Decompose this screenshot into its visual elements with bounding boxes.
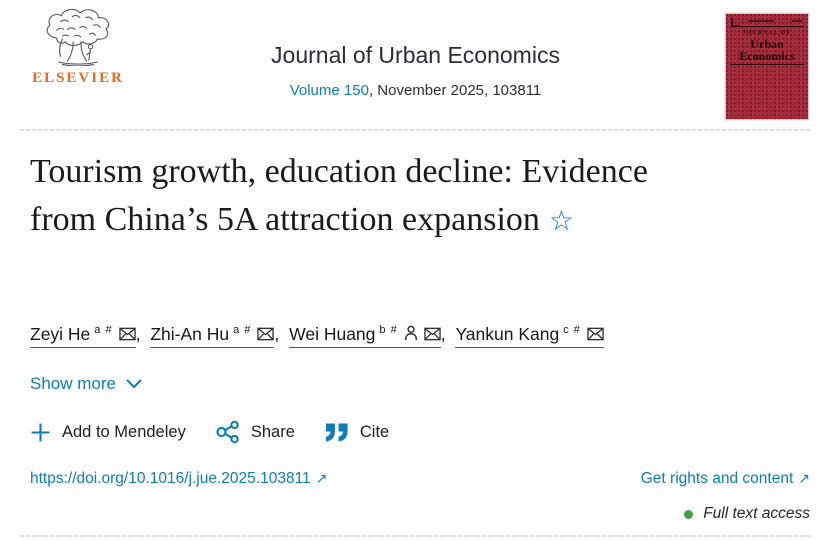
- envelope-icon: [257, 327, 275, 341]
- article-title-text: Tourism growth, education decline: Evide…: [30, 153, 648, 238]
- elsevier-logo[interactable]: ELSEVIER: [26, 8, 130, 87]
- external-link-icon: ↗: [798, 471, 810, 487]
- journal-title-link[interactable]: Journal of Urban Economics: [271, 42, 560, 68]
- cover-title-line1: Urban: [750, 37, 784, 51]
- author-affiliation-sup: a #: [233, 324, 252, 336]
- journal-banner: Journal of Urban Economics Volume 150, N…: [140, 42, 691, 99]
- author-separator: ,: [135, 324, 146, 344]
- rights-row: Get rights and content ↗: [641, 470, 810, 488]
- author-link[interactable]: Zhi-An Hu a #: [150, 324, 275, 348]
- author-affiliation-sup: c #: [563, 324, 581, 336]
- cover-top-text: [748, 20, 774, 22]
- access-status: Full text access: [684, 505, 810, 523]
- author-link[interactable]: Yankun Kang c #: [455, 324, 604, 348]
- author-separator: ,: [440, 324, 451, 344]
- double-quote-icon: [325, 423, 348, 441]
- author-name: Zhi-An Hu: [150, 324, 230, 344]
- author-list: Zeyi He a #, Zhi-An Hu a #, Wei Huang b #, …: [30, 324, 609, 348]
- author-affiliation-sup: a #: [94, 324, 113, 336]
- access-green-dot-icon: [684, 509, 694, 519]
- cover-top-text: [792, 20, 802, 22]
- add-to-mendeley-label: Add to Mendeley: [62, 422, 186, 441]
- cite-label: Cite: [359, 422, 390, 441]
- footer-divider: [20, 535, 812, 537]
- envelope-icon: [118, 327, 136, 341]
- author-affiliation-sup: b #: [379, 324, 398, 336]
- volume-link[interactable]: Volume 150: [289, 82, 369, 99]
- external-link-icon: ↗: [315, 471, 328, 487]
- show-more-label: Show more: [30, 374, 116, 393]
- author-name: Zeyi He: [30, 324, 91, 344]
- footnote-star-icon[interactable]: ☆: [548, 204, 575, 237]
- author-separator: ,: [274, 324, 285, 344]
- author-name: Yankun Kang: [455, 324, 560, 344]
- get-rights-link[interactable]: Get rights and content ↗: [641, 470, 810, 487]
- access-label: Full text access: [703, 505, 810, 522]
- author-link[interactable]: Zeyi He a #: [30, 324, 136, 348]
- article-toolbar: Add to Mendeley Share Cite: [30, 420, 389, 444]
- envelope-icon: [587, 327, 604, 341]
- cover-rule: [730, 64, 804, 65]
- author-name: Wei Huang: [289, 324, 376, 344]
- elsevier-wordmark: ELSEVIER: [32, 70, 124, 86]
- share-nodes-icon: [216, 420, 239, 444]
- plus-icon: [31, 423, 50, 441]
- journal-cover-thumbnail[interactable]: JOURNAL OF Urban Economics: [725, 13, 809, 120]
- issue-info: , November 2025, 103811: [368, 82, 542, 99]
- person-icon: [404, 325, 417, 341]
- elsevier-tree-icon: [46, 8, 110, 66]
- share-label: Share: [250, 422, 295, 441]
- chevron-down-icon: [126, 379, 142, 388]
- author-link[interactable]: Wei Huang b #: [289, 324, 441, 348]
- envelope-icon: [423, 327, 441, 341]
- article-title: Tourism growth, education decline: Evide…: [30, 148, 670, 245]
- doi-link[interactable]: https://doi.org/10.1016/j.jue.2025.10381…: [30, 470, 327, 487]
- doi-text: https://doi.org/10.1016/j.jue.2025.10381…: [30, 470, 311, 487]
- add-to-mendeley-button[interactable]: Add to Mendeley: [30, 422, 186, 443]
- doi-row: https://doi.org/10.1016/j.jue.2025.10381…: [30, 470, 327, 488]
- share-button[interactable]: Share: [216, 420, 295, 444]
- issue-line: Volume 150, November 2025, 103811: [140, 82, 691, 99]
- show-more-button[interactable]: Show more: [30, 374, 142, 394]
- header-divider: [20, 129, 812, 131]
- cover-series-label: JOURNAL OF: [742, 30, 792, 36]
- get-rights-label: Get rights and content: [640, 470, 794, 487]
- cite-button[interactable]: Cite: [325, 423, 389, 442]
- cover-rule: [730, 26, 804, 27]
- cover-title-line2: Economics: [739, 49, 795, 63]
